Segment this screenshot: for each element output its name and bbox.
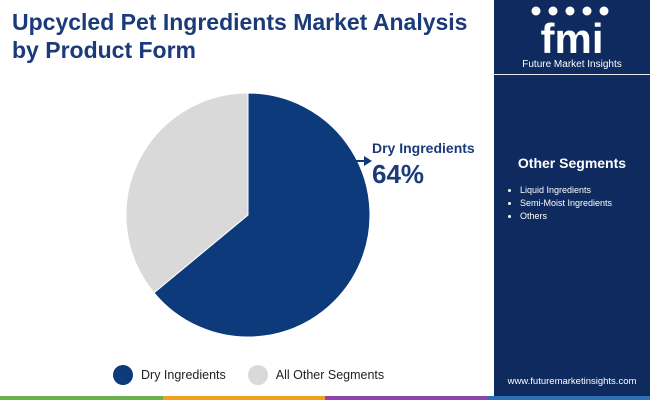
logo-text: Future Market Insights xyxy=(522,59,621,70)
pie-chart xyxy=(125,92,372,338)
logo-icons xyxy=(531,6,609,16)
legend-label-dry: Dry Ingredients xyxy=(141,368,226,382)
legend-item-other: All Other Segments xyxy=(247,365,385,385)
fmi-logo: fmi Future Market Insights xyxy=(522,6,622,70)
pie-slices xyxy=(125,92,371,338)
other-segments-list: Liquid Ingredients Semi-Moist Ingredient… xyxy=(506,184,612,223)
segment-item: Semi-Moist Ingredients xyxy=(520,197,612,210)
bottom-bar-segment xyxy=(487,396,650,400)
callout-label: Dry Ingredients xyxy=(372,140,475,156)
legend-item-dry: Dry Ingredients xyxy=(113,365,226,385)
sidebar: fmi Future Market Insights Other Segment… xyxy=(494,0,650,400)
callout-value: 64% xyxy=(372,159,425,189)
legend-swatch-other xyxy=(247,365,268,385)
bottom-bar-segment xyxy=(0,396,163,400)
bottom-bar-segment xyxy=(162,396,325,400)
other-segments-heading: Other Segments xyxy=(517,155,627,171)
chart-legend: Dry Ingredients All Other Segments xyxy=(113,364,406,386)
segment-item: Liquid Ingredients xyxy=(520,184,612,197)
legend-swatch-dry xyxy=(113,365,133,385)
chart-title: Upcycled Pet Ingredients Market Analysis… xyxy=(12,9,468,63)
segment-item: Others xyxy=(520,210,612,223)
bottom-bar-segment xyxy=(325,396,488,400)
callout-arrow xyxy=(347,156,372,166)
legend-label-other: All Other Segments xyxy=(275,368,385,382)
website-link[interactable]: www.futuremarketinsights.com xyxy=(507,376,637,387)
bottom-color-bar xyxy=(0,396,650,400)
logo-divider xyxy=(494,74,650,75)
pie-slice-dry-ingredients xyxy=(153,92,371,338)
pie-slice-all-other-segments xyxy=(125,92,249,294)
logo-mark: fmi xyxy=(541,15,604,62)
